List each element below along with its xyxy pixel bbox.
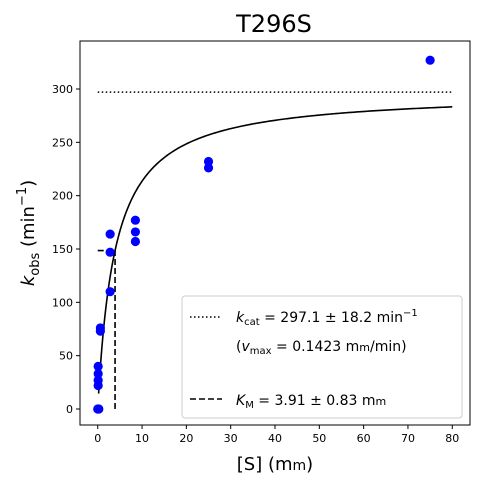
chart-title: T296S <box>235 10 312 38</box>
data-point <box>203 156 214 167</box>
plot-area: 0 10 20 30 40 50 60 70 80 0 50 100 150 200 250 300 <box>52 40 471 445</box>
data-point <box>105 247 115 257</box>
y-tick-label: 200 <box>52 190 73 203</box>
x-axis-ticks: 0 10 20 30 40 50 60 70 80 <box>94 425 459 445</box>
data-point <box>130 227 140 237</box>
data-point <box>425 55 435 65</box>
data-point <box>93 369 103 379</box>
x-tick-label: 10 <box>135 432 149 445</box>
michaelis-menten-fit-curve <box>97 106 453 394</box>
x-tick-label: 50 <box>312 432 326 445</box>
legend-vmax-label: (vmax = 0.1423 mm/min) <box>236 339 407 357</box>
legend: kcat = 297.1 ± 18.2 min−1 (vmax = 0.1423… <box>181 295 463 419</box>
x-axis-label: [S] (mm) <box>237 454 313 475</box>
data-point <box>93 375 103 385</box>
y-tick-label: 150 <box>52 243 73 256</box>
legend-km-label: KM = 3.91 ± 0.83 mm <box>236 393 386 411</box>
y-tick-label: 100 <box>52 296 73 309</box>
data-point <box>203 163 214 173</box>
legend-kcat-label: kcat = 297.1 ± 18.2 min−1 <box>236 308 418 328</box>
data-points <box>93 55 435 414</box>
data-point <box>93 361 103 371</box>
y-tick-label: 250 <box>52 136 73 149</box>
x-tick-label: 70 <box>401 432 415 445</box>
x-tick-label: 80 <box>445 432 459 445</box>
x-tick-label: 60 <box>357 432 371 445</box>
legend-frame <box>181 295 463 419</box>
data-point <box>130 215 140 225</box>
data-point <box>130 236 140 247</box>
x-tick-label: 20 <box>179 432 193 445</box>
y-axis-ticks: 0 50 100 150 200 250 300 <box>52 83 80 416</box>
x-tick-label: 0 <box>94 432 101 445</box>
x-tick-label: 30 <box>224 432 238 445</box>
data-point <box>94 404 104 414</box>
data-point <box>95 323 105 333</box>
data-point <box>105 229 115 239</box>
y-tick-label: 50 <box>59 350 73 363</box>
y-tick-label: 0 <box>66 403 73 416</box>
y-tick-label: 300 <box>52 83 73 96</box>
data-point <box>105 287 115 297</box>
x-tick-label: 40 <box>268 432 282 445</box>
y-axis-label: kobs (min−1) <box>15 180 43 286</box>
